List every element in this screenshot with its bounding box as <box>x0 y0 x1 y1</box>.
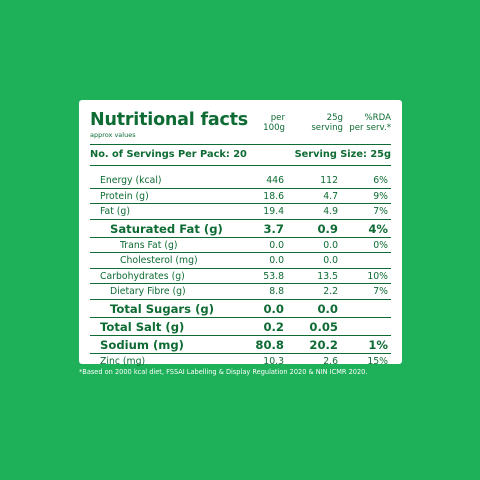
value-per-100g: 80.8 <box>255 337 284 352</box>
value-per-100g: 53.8 <box>263 270 284 282</box>
value-per-100g: 0.0 <box>263 301 284 316</box>
column-header-per-100g: per 100g <box>263 113 285 133</box>
value-per-100g: 10.3 <box>263 355 284 367</box>
value-per-serving: 0.0 <box>323 239 338 251</box>
value-per-serving: 0.05 <box>309 319 338 334</box>
servings-row: No. of Servings Per Pack: 20 Serving Siz… <box>90 145 391 165</box>
nutrient-name: Carbohydrates (g) <box>100 270 185 282</box>
nutrient-name: Dietary Fibre (g) <box>110 286 186 297</box>
column-header-serving: 25g serving <box>311 113 343 133</box>
nutrient-name: Zinc (mg) <box>100 355 146 367</box>
value-per-serving: 20.2 <box>309 337 338 352</box>
value-rda: 6% <box>373 175 388 186</box>
nutrient-name: Total Salt (g) <box>100 319 185 334</box>
divider <box>90 144 391 145</box>
nutrient-row: Saturated Fat (g) 3.7 0.9 4% <box>90 220 391 238</box>
value-rda: 0% <box>373 239 388 251</box>
value-rda: 7% <box>373 206 388 217</box>
column-header-rda: %RDA per serv.* <box>349 113 391 133</box>
nutrient-row: Total Sugars (g) 0.0 0.0 <box>90 300 391 318</box>
value-per-serving: 4.9 <box>323 206 338 217</box>
nutrient-row: Carbohydrates (g) 53.8 13.5 10% <box>90 269 391 284</box>
value-rda: 9% <box>373 190 388 202</box>
value-rda: 15% <box>367 355 388 367</box>
nutrient-row: Energy (kcal) 446 112 6% <box>90 173 391 189</box>
value-rda: 7% <box>373 286 388 297</box>
nutrient-name: Fat (g) <box>100 206 130 217</box>
value-per-serving: 13.5 <box>317 270 338 282</box>
value-rda: 10% <box>367 270 388 282</box>
nutrient-row: Total Salt (g) 0.2 0.05 <box>90 318 391 336</box>
nutrient-name: Saturated Fat (g) <box>110 221 223 236</box>
nutrient-name: Energy (kcal) <box>100 175 162 186</box>
nutrient-table: Energy (kcal) 446 112 6% Protein (g) 18.6 4.7 9… <box>90 173 391 369</box>
value-rda: 4% <box>368 221 388 236</box>
value-per-100g: 0.2 <box>263 319 284 334</box>
nutrient-row: Fat (g) 19.4 4.9 7% <box>90 204 391 220</box>
label-title: Nutritional facts <box>90 110 249 130</box>
value-per-100g: 3.7 <box>263 221 284 236</box>
nutrient-row: Sodium (mg) 80.8 20.2 1% <box>90 336 391 354</box>
nutrient-name: Protein (g) <box>100 190 149 202</box>
nutrient-row: Zinc (mg) 10.3 2.6 15% <box>90 354 391 370</box>
divider <box>90 165 391 166</box>
value-per-100g: 18.6 <box>263 190 284 202</box>
value-per-100g: 0.0 <box>269 255 284 266</box>
value-per-serving: 0.0 <box>317 301 338 316</box>
value-per-100g: 0.0 <box>269 239 284 251</box>
nutrition-label: Nutritional facts approx values per 100g… <box>79 100 402 367</box>
value-per-serving: 0.9 <box>317 221 338 236</box>
value-per-100g: 446 <box>266 175 284 186</box>
value-per-serving: 112 <box>320 175 338 186</box>
value-per-serving: 4.7 <box>323 190 338 202</box>
nutrient-name: Total Sugars (g) <box>110 301 214 316</box>
nutrient-name: Trans Fat (g) <box>120 239 178 251</box>
value-rda: 1% <box>368 337 388 352</box>
value-per-100g: 19.4 <box>263 206 284 217</box>
nutrient-row: Dietary Fibre (g) 8.8 2.2 7% <box>90 284 391 300</box>
label-subtitle: approx values <box>90 131 136 139</box>
serving-size: Serving Size: 25g <box>294 149 391 160</box>
nutrient-row: Protein (g) 18.6 4.7 9% <box>90 189 391 204</box>
servings-per-pack: No. of Servings Per Pack: 20 <box>90 149 247 160</box>
footnote: *Based on 2000 kcal diet, FSSAI Labellin… <box>79 368 368 376</box>
nutrient-name: Sodium (mg) <box>100 337 184 352</box>
label-header: Nutritional facts approx values per 100g… <box>90 111 391 144</box>
nutrient-name: Cholesterol (mg) <box>120 255 198 266</box>
value-per-serving: 2.2 <box>323 286 338 297</box>
value-per-serving: 0.0 <box>323 255 338 266</box>
value-per-serving: 2.6 <box>323 355 338 367</box>
nutrient-row: Cholesterol (mg) 0.0 0.0 <box>90 253 391 269</box>
nutrient-row: Trans Fat (g) 0.0 0.0 0% <box>90 238 391 253</box>
value-per-100g: 8.8 <box>269 286 284 297</box>
